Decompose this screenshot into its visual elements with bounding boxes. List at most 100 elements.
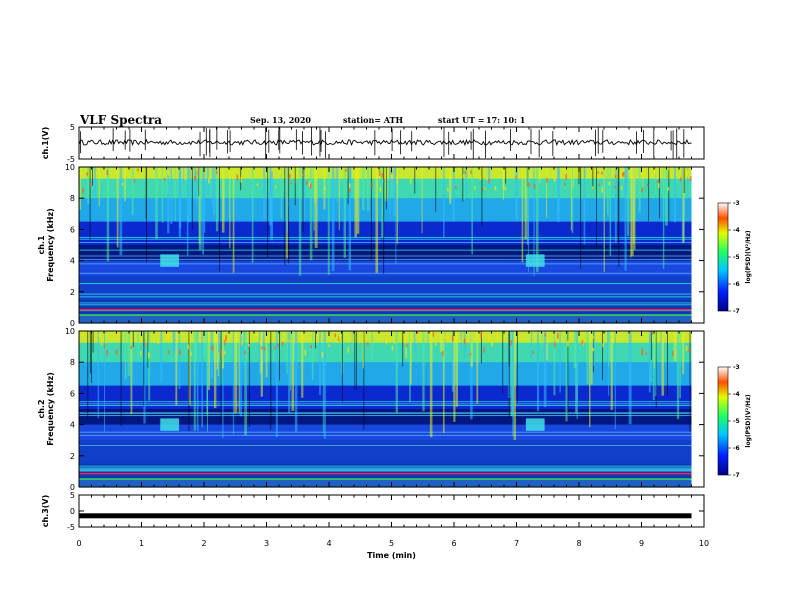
x-tick-label: 10 xyxy=(699,539,709,548)
high-power-speck xyxy=(367,342,369,346)
sferic-streak xyxy=(370,167,372,261)
sferic-streak xyxy=(617,167,619,244)
high-power-speck xyxy=(596,332,598,339)
high-power-speck xyxy=(225,335,227,340)
sferic-streak xyxy=(243,331,245,368)
spectral-band xyxy=(79,393,692,398)
sferic-streak xyxy=(222,331,224,439)
sferic-streak xyxy=(348,167,352,271)
y-tick-label: 0 xyxy=(70,483,75,492)
high-power-speck xyxy=(483,187,486,191)
sferic-streak xyxy=(393,167,396,216)
high-power-speck xyxy=(235,169,237,173)
sferic-streak xyxy=(414,167,416,194)
sferic-streak xyxy=(278,331,282,350)
sferic-streak xyxy=(356,331,358,390)
sferic-streak xyxy=(589,331,591,428)
sferic-streak xyxy=(516,331,518,404)
sferic-streak xyxy=(383,167,385,274)
sferic-streak xyxy=(505,167,507,184)
high-power-speck xyxy=(608,181,611,186)
sferic-streak xyxy=(211,167,213,205)
high-power-speck xyxy=(686,170,689,177)
sferic-streak xyxy=(107,167,109,193)
spectral-band xyxy=(79,225,692,230)
sferic-streak xyxy=(361,167,365,211)
high-power-speck xyxy=(452,335,454,341)
high-power-speck xyxy=(482,187,485,191)
high-power-speck xyxy=(137,168,139,172)
sferic-streak xyxy=(288,167,290,264)
spectral-line xyxy=(79,412,692,414)
sferic-streak xyxy=(323,331,326,439)
sferic-streak xyxy=(583,167,586,245)
high-power-speck xyxy=(416,331,419,334)
y-tick-label: 6 xyxy=(70,225,75,234)
high-power-speck xyxy=(348,183,351,190)
ch3-trace xyxy=(79,513,692,519)
high-power-speck xyxy=(371,182,373,188)
x-tick-label: 5 xyxy=(389,539,394,548)
high-power-speck xyxy=(553,176,556,182)
high-power-speck xyxy=(345,168,347,172)
colorbar xyxy=(717,202,729,312)
spectral-band xyxy=(79,366,692,371)
high-power-speck xyxy=(324,187,327,190)
sferic-streak xyxy=(121,331,124,350)
sferic-streak xyxy=(354,331,356,390)
high-power-speck xyxy=(211,345,213,350)
high-power-speck xyxy=(275,185,277,189)
sferic-streak xyxy=(217,331,221,353)
high-power-speck xyxy=(528,182,530,187)
sferic-streak xyxy=(572,167,574,188)
spectral-band xyxy=(79,420,692,426)
ch1-trace xyxy=(78,138,692,147)
sferic-streak xyxy=(284,167,286,266)
high-power-speck xyxy=(688,346,690,353)
sferic-streak xyxy=(618,167,620,268)
spectral-line xyxy=(79,263,692,265)
sferic-streak xyxy=(120,331,122,427)
sferic-streak xyxy=(487,167,491,188)
sferic-streak xyxy=(234,331,238,413)
high-power-speck xyxy=(140,351,142,356)
spectral-line xyxy=(79,296,692,298)
sferic-streak xyxy=(244,331,246,350)
colorbar-label: log(PSD)(V²/Hz) xyxy=(745,394,752,447)
sferic-streak xyxy=(630,167,632,258)
sferic-streak xyxy=(586,331,589,385)
spectral-line xyxy=(79,238,692,240)
y-tick-label: 0 xyxy=(70,319,75,328)
sferic-streak xyxy=(462,167,465,200)
x-tick-label: 7 xyxy=(514,539,519,548)
spectral-line xyxy=(79,469,692,471)
sferic-streak xyxy=(155,167,158,239)
high-power-speck xyxy=(302,337,305,340)
sferic-streak xyxy=(301,331,304,398)
high-power-speck xyxy=(163,177,166,182)
high-power-speck xyxy=(281,341,284,346)
colorbar-tick-label: -6 xyxy=(733,445,740,452)
high-power-speck xyxy=(310,183,312,189)
sferic-streak xyxy=(610,331,613,411)
sferic-streak xyxy=(314,167,318,249)
plot-title: VLF Spectra xyxy=(80,113,163,127)
spectral-line xyxy=(79,304,692,306)
high-power-speck xyxy=(494,186,497,191)
sferic-streak xyxy=(627,167,630,237)
spectral-band xyxy=(79,248,692,254)
high-power-speck xyxy=(645,352,647,355)
high-power-speck xyxy=(641,348,644,354)
high-power-speck xyxy=(390,170,393,175)
high-power-speck xyxy=(510,339,513,346)
sferic-streak xyxy=(193,167,197,200)
high-power-speck xyxy=(208,178,210,184)
y-tick-label: 4 xyxy=(70,421,75,430)
sferic-streak xyxy=(175,331,178,406)
spectral-band xyxy=(79,358,692,363)
high-power-speck xyxy=(623,171,625,177)
sferic-streak xyxy=(584,167,586,186)
spectral-line xyxy=(79,445,692,447)
high-power-speck xyxy=(515,176,517,179)
spectral-line xyxy=(79,255,692,257)
